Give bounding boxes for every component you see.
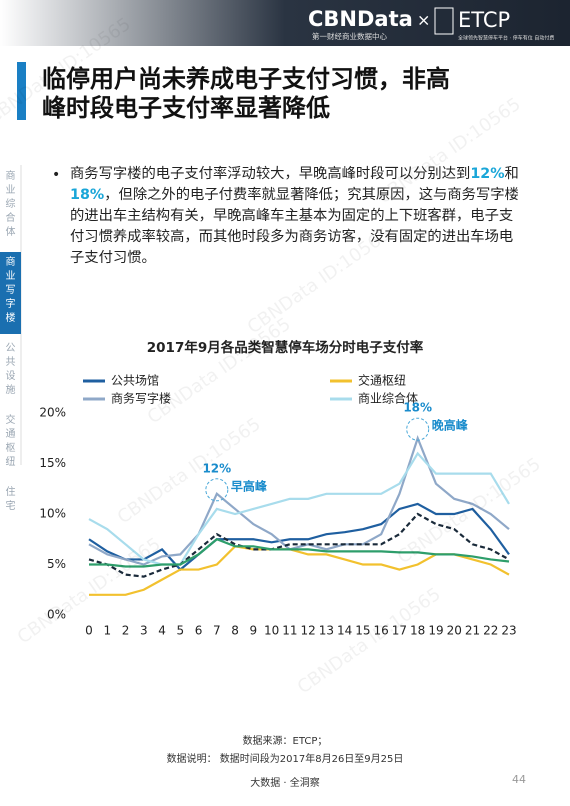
bullet-text: 商务写字楼的电子支付率浮动较大，早晚高峰时段可以分别达到12%和 18%，但除之外…	[70, 164, 520, 269]
y-tick-label: 5%	[47, 557, 66, 571]
times: ×	[417, 11, 430, 30]
x-tick-label: 14	[337, 624, 352, 638]
x-tick-label: 18	[410, 624, 425, 638]
series-line	[88, 451, 510, 566]
annotation-note: 早高峰	[231, 478, 268, 493]
x-tick-label: 19	[428, 624, 443, 638]
x-tick-label: 22	[483, 624, 498, 638]
x-tick-label: 3	[140, 624, 148, 638]
annotation-circle	[406, 417, 430, 441]
source: 数据说明： 数据时间段为2017年8月26日至9月25日	[167, 752, 404, 765]
y-tick-label: 10%	[39, 507, 66, 521]
y-tick-label: 15%	[39, 456, 66, 470]
sidebar-tab[interactable]: 商业综合体	[6, 169, 16, 238]
bullet-dot: •	[52, 167, 60, 183]
chart-title: 2017年9月各品类智慧停车场分时电子支付率	[147, 339, 424, 356]
sidebar-tab[interactable]: 住宅	[6, 485, 16, 512]
x-tick-label: 8	[231, 624, 239, 638]
legend-label: 商务写字楼	[111, 391, 171, 406]
title-bar	[17, 62, 26, 120]
series-line	[88, 512, 510, 578]
x-tick-label: 5	[176, 624, 184, 638]
title-line: 临停用户尚未养成电子支付习惯，非高	[42, 65, 450, 93]
watermark: CBNData ID:10565	[144, 314, 295, 428]
x-tick-label: 20	[447, 624, 462, 638]
y-tick-label: 20%	[39, 406, 66, 420]
x-tick-label: 11	[282, 624, 297, 638]
brand: CBNData	[308, 7, 413, 31]
text-run: 12%	[470, 166, 505, 182]
series-line	[88, 502, 510, 572]
y-tick-label: 0%	[47, 608, 66, 622]
text-run: 商务写字楼的电子支付率浮动较大，早晚高峰时段可以分别达到	[70, 166, 471, 182]
annotation-circle	[205, 478, 229, 502]
sidebar-tab-active	[0, 252, 21, 334]
x-tick-label: 7	[213, 624, 221, 638]
x-tick-label: 6	[195, 624, 203, 638]
watermark: CBNData ID:10565	[394, 454, 545, 568]
x-tick-label: 0	[85, 624, 93, 638]
title-line: 峰时段电子支付率显著降低	[42, 94, 330, 122]
watermark: CBNData ID:10565	[294, 584, 445, 698]
partner-sub: 全球领先智慧停车平台 · 停车有位 自动付费	[458, 35, 554, 42]
sidebar-tab[interactable]: 公共设施	[6, 343, 16, 396]
partner-logo	[434, 7, 454, 35]
legend-label: 交通枢纽	[358, 373, 406, 388]
legend-label: 商业综合体	[358, 391, 418, 406]
partner: ETCP	[458, 8, 510, 32]
x-tick-label: 13	[319, 624, 334, 638]
x-tick-label: 21	[465, 624, 480, 638]
series-line	[88, 435, 510, 566]
x-tick-label: 15	[355, 624, 370, 638]
annotation-value: 18%	[403, 401, 432, 415]
x-tick-label: 23	[501, 624, 516, 638]
annotation-note: 晚高峰	[432, 418, 469, 433]
x-tick-label: 17	[392, 624, 407, 638]
brand-sub: 第一财经商业数据中心	[312, 31, 387, 41]
text-run: 和	[504, 166, 519, 182]
header-bar	[0, 0, 570, 46]
x-tick-label: 10	[264, 624, 279, 638]
text-run: ，但除之外的电子付费率就显著降低；究其原因，这与商务写字楼的进出车主结构有关，早…	[70, 187, 519, 266]
sidebar-tab[interactable]: 商业写字楼	[6, 255, 16, 324]
footer-slogan: 大数据 · 全洞察	[250, 776, 320, 789]
text-run: 18%	[70, 187, 105, 203]
x-tick-label: 2	[122, 624, 130, 638]
x-tick-label: 9	[250, 624, 258, 638]
sidebar-tab[interactable]: 交通枢纽	[6, 413, 16, 468]
source: 数据来源：ETCP；	[243, 734, 328, 747]
x-tick-label: 4	[158, 624, 166, 638]
page-number: 44	[512, 773, 526, 786]
annotation-value: 12%	[202, 461, 231, 475]
x-tick-label: 12	[300, 624, 315, 638]
x-tick-label: 1	[103, 624, 111, 638]
legend-label: 公共场馆	[111, 373, 159, 388]
x-tick-label: 16	[374, 624, 389, 638]
series-line	[89, 537, 510, 568]
